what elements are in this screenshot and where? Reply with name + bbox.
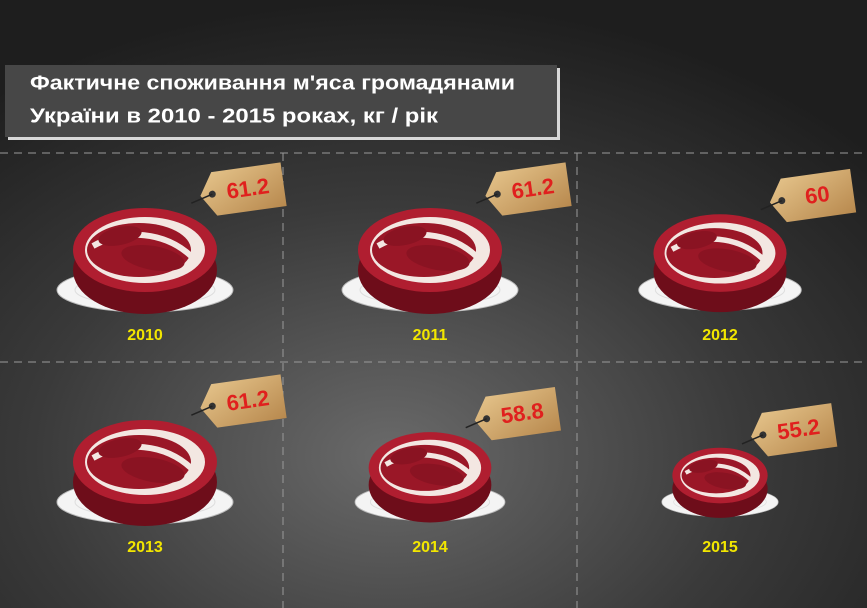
price-tag: 60	[760, 168, 857, 223]
chart-title: Фактичне споживання м'яса громадянами	[30, 72, 515, 94]
tag-string	[191, 405, 213, 416]
steak	[354, 432, 506, 523]
price-tag: 61.2	[191, 374, 287, 428]
lobe	[689, 459, 718, 473]
title-box	[5, 65, 557, 137]
category-label: 2014	[412, 539, 448, 556]
steak	[56, 420, 234, 526]
chart-title: України в 2010 - 2015 роках, кг / рік	[30, 105, 439, 127]
steak	[661, 447, 779, 518]
steak	[56, 208, 234, 314]
lobe	[704, 472, 747, 490]
price-tag: 58.8	[465, 386, 562, 441]
value-label: 61.2	[510, 173, 556, 204]
lobe	[406, 244, 470, 272]
lobe	[698, 248, 757, 273]
category-label: 2010	[127, 327, 163, 344]
price-tag: 61.2	[476, 162, 572, 216]
category-label: 2012	[702, 327, 738, 344]
category-label: 2011	[413, 327, 448, 344]
lobe	[121, 456, 185, 484]
tag-shape	[485, 162, 572, 216]
tag-shape	[474, 386, 562, 441]
category-label: 2013	[127, 539, 163, 556]
tag-shape	[751, 403, 838, 457]
value-label: 60	[804, 181, 832, 209]
value-label: 55.2	[776, 414, 822, 445]
lobe	[409, 463, 464, 486]
tag-shape	[769, 168, 857, 223]
lobe	[98, 226, 142, 246]
price-tag: 55.2	[741, 403, 838, 457]
tag-hole	[208, 190, 216, 198]
lobe	[383, 226, 427, 246]
tag-hole	[493, 190, 501, 198]
cell-dividers	[0, 152, 867, 608]
lobe	[121, 244, 185, 272]
steak	[638, 214, 802, 313]
tag-string	[465, 418, 487, 429]
steak	[341, 208, 519, 314]
value-label: 61.2	[225, 385, 271, 416]
tag-string	[741, 434, 764, 445]
lobe	[98, 438, 142, 458]
tag-shape	[200, 374, 287, 428]
value-label: 58.8	[499, 398, 545, 429]
lobe	[676, 230, 717, 250]
tag-string	[760, 199, 783, 211]
value-label: 61.2	[225, 173, 271, 204]
lobe	[390, 447, 428, 465]
category-label: 2015	[702, 539, 738, 556]
price-tag: 61.2	[191, 162, 287, 216]
tag-string	[191, 193, 213, 204]
tag-string	[476, 193, 498, 204]
tag-shape	[200, 162, 287, 216]
